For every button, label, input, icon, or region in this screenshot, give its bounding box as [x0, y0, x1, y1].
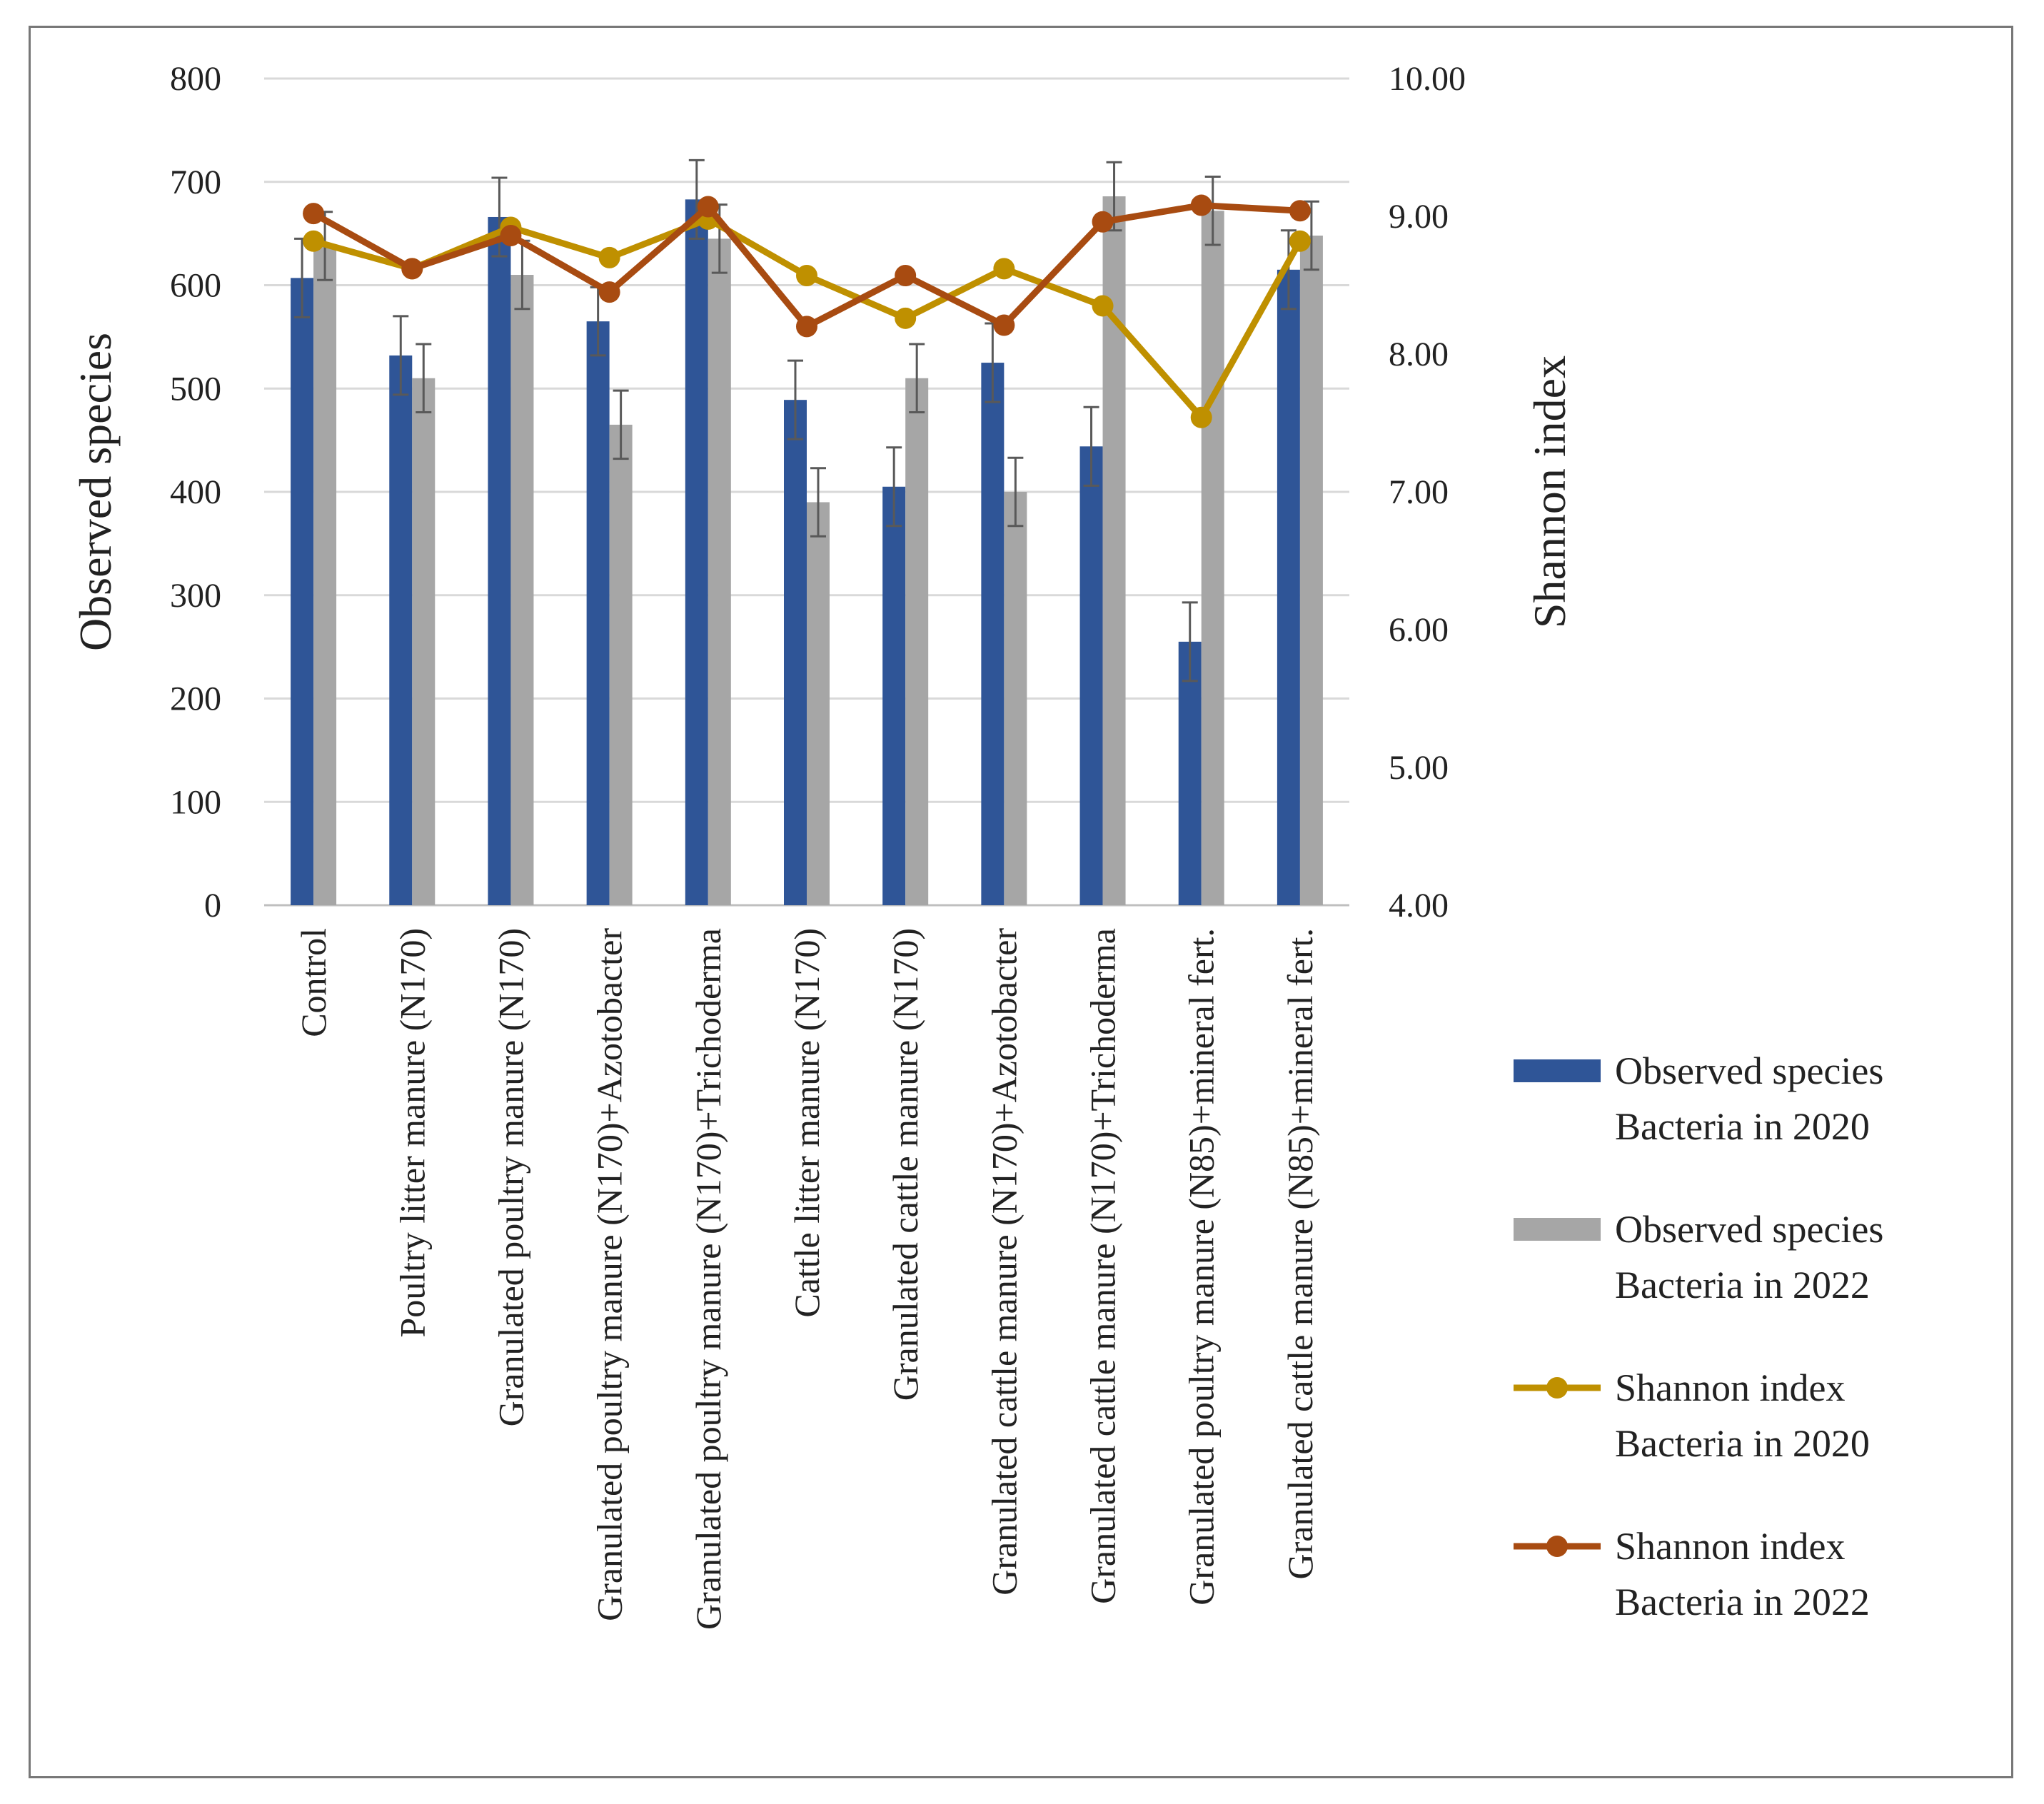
legend-label-line2: Bacteria in 2022 [1615, 1264, 1870, 1306]
shannon-point-2022 [895, 264, 917, 286]
bar-2022 [510, 275, 534, 905]
shannon-point-2022 [1190, 194, 1212, 216]
bar-2020 [488, 216, 511, 906]
bar-2020 [685, 199, 708, 905]
shannon-point-2020 [796, 264, 817, 286]
legend-label-line1: Observed species [1615, 1208, 1883, 1251]
bar-2020 [1277, 269, 1300, 906]
right-axis-title: Shannon index [1524, 356, 1575, 628]
shannon-point-2022 [1289, 200, 1311, 222]
bar-2020 [784, 400, 807, 905]
shannon-point-2022 [303, 203, 325, 225]
shannon-point-2022 [1092, 211, 1114, 233]
bar-2022 [1201, 211, 1224, 905]
bar-2020 [389, 355, 413, 905]
category-label: Cattle litter manure (N170) [787, 928, 827, 1318]
shannon-point-2020 [895, 307, 917, 329]
shannon-point-2020 [1092, 295, 1114, 317]
legend-label-line1: Observed species [1615, 1049, 1883, 1092]
left-axis-tick-label: 400 [170, 473, 221, 511]
legend-label-line1: Shannon index [1615, 1366, 1845, 1409]
category-label: Granulated cattle manure (N170) [885, 928, 925, 1401]
shannon-point-2022 [500, 225, 522, 247]
bar-2022 [1299, 236, 1323, 905]
shannon-point-2020 [598, 246, 620, 268]
shannon-point-2020 [1190, 406, 1212, 428]
category-label: Control [293, 928, 333, 1037]
right-axis-tick-label: 4.00 [1389, 887, 1449, 924]
right-axis-tick-label: 7.00 [1389, 473, 1449, 511]
bar-2020 [586, 321, 610, 906]
shannon-point-2020 [993, 258, 1015, 280]
left-axis-tick-label: 600 [170, 267, 221, 305]
bar-2022 [412, 378, 436, 905]
category-label: Granulated poultry manure (N170)+Trichod… [688, 928, 728, 1630]
bar-2022 [1004, 492, 1027, 905]
category-label: Granulated cattle manure (N170)+Azotobac… [984, 928, 1024, 1596]
bar-2020 [882, 486, 906, 905]
shannon-point-2022 [993, 314, 1015, 336]
figure-frame [29, 26, 2013, 1778]
category-label: Granulated poultry manure (N85)+mineral … [1182, 928, 1222, 1606]
legend-label-line2: Bacteria in 2022 [1615, 1581, 1870, 1623]
bar-2022 [708, 238, 731, 905]
legend-swatch-marker [1546, 1536, 1568, 1557]
bar-2020 [291, 278, 314, 905]
bar-2020 [1178, 641, 1202, 905]
right-axis-tick-label: 8.00 [1389, 336, 1449, 373]
right-axis-tick-label: 6.00 [1389, 611, 1449, 649]
left-axis-tick-label: 0 [204, 887, 221, 924]
shannon-point-2020 [303, 230, 325, 252]
category-label: Granulated cattle manure (N85)+mineral f… [1280, 928, 1320, 1580]
right-axis-tick-label: 5.00 [1389, 749, 1449, 787]
bar-2022 [313, 246, 337, 905]
category-label: Granulated cattle manure (N170)+Trichode… [1083, 928, 1123, 1604]
bar-2022 [609, 424, 633, 905]
shannon-point-2022 [598, 281, 620, 303]
category-label: Granulated poultry manure (N170)+Azotoba… [590, 928, 630, 1621]
legend-label-line2: Bacteria in 2020 [1615, 1105, 1870, 1148]
legend-label-line2: Bacteria in 2020 [1615, 1422, 1870, 1465]
shannon-point-2022 [697, 196, 719, 218]
left-axis-tick-label: 700 [170, 163, 221, 201]
left-axis-title: Observed species [70, 333, 121, 651]
shannon-point-2020 [1289, 230, 1311, 252]
left-axis-tick-label: 200 [170, 680, 221, 718]
shannon-point-2022 [401, 258, 423, 280]
category-label: Poultry litter manure (N170) [392, 928, 432, 1338]
shannon-point-2022 [796, 316, 817, 338]
left-axis-tick-label: 300 [170, 577, 221, 615]
legend-label-line1: Shannon index [1615, 1525, 1845, 1568]
left-axis-tick-label: 100 [170, 783, 221, 821]
legend-swatch-marker [1546, 1377, 1568, 1399]
bar-2022 [905, 378, 929, 905]
bar-2022 [807, 502, 830, 905]
left-axis-tick-label: 500 [170, 370, 221, 408]
category-label: Granulated poultry manure (N170) [490, 928, 530, 1426]
left-axis-tick-label: 800 [170, 60, 221, 98]
legend-swatch-bar [1514, 1059, 1601, 1082]
bar-2020 [981, 363, 1005, 905]
legend-swatch-bar [1514, 1218, 1601, 1241]
right-axis-tick-label: 10.00 [1389, 60, 1466, 98]
bar-2020 [1079, 446, 1103, 905]
right-axis-tick-label: 9.00 [1389, 198, 1449, 236]
